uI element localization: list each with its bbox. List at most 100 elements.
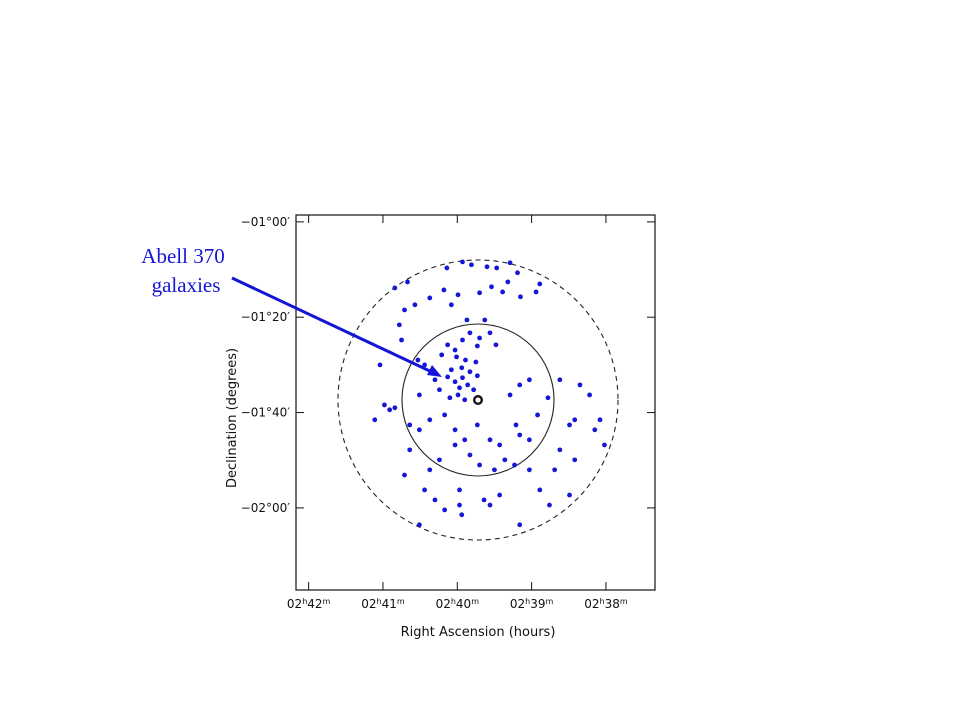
galaxy-point — [474, 422, 480, 428]
x-tick-label: 02h42m — [287, 597, 331, 611]
x-tick-label: 02h40m — [436, 597, 480, 611]
galaxy-point — [572, 417, 578, 423]
annotation-line: Abell 370 — [141, 244, 224, 268]
galaxy-point — [471, 387, 477, 393]
galaxy-point — [557, 377, 563, 383]
galaxy-point — [372, 417, 378, 423]
galaxy-point — [444, 265, 450, 271]
galaxy-point — [492, 467, 497, 473]
galaxy-point — [587, 392, 592, 398]
annotation-arrow — [231, 276, 435, 375]
arrow-head — [427, 365, 442, 377]
galaxy-point — [407, 422, 413, 428]
galaxy-point — [452, 379, 458, 385]
galaxy-point — [507, 392, 513, 398]
galaxy-point — [452, 347, 458, 353]
galaxy-point — [545, 395, 551, 401]
galaxy-point — [457, 502, 462, 508]
galaxy-point — [577, 382, 583, 388]
galaxy-point — [502, 457, 508, 463]
galaxy-point — [462, 397, 468, 403]
y-tick-label: −01°00′ — [241, 215, 291, 229]
galaxy-point — [467, 452, 473, 458]
galaxy-point — [487, 502, 493, 508]
x-tick-label: 02h38m — [584, 597, 628, 611]
galaxy-point — [382, 402, 387, 408]
y-axis-label: Declination (degrees) — [225, 348, 240, 488]
x-tick-label: 02h39m — [510, 597, 554, 611]
galaxy-point — [602, 442, 607, 448]
galaxy-point — [473, 359, 479, 365]
galaxy-point — [494, 265, 500, 271]
galaxy-point — [460, 337, 465, 343]
galaxy-point — [447, 395, 453, 401]
galaxy-point — [513, 422, 519, 428]
galaxy-point — [537, 487, 543, 493]
galaxy-point — [515, 270, 520, 276]
galaxy-point — [467, 330, 473, 336]
galaxy-point — [437, 457, 442, 463]
galaxy-point — [455, 392, 461, 398]
galaxy-point — [448, 302, 454, 308]
y-tick-label: −01°20′ — [241, 310, 291, 324]
galaxy-point — [445, 342, 451, 348]
galaxy-point — [459, 512, 465, 518]
galaxy-point — [452, 427, 458, 433]
galaxy-point — [415, 357, 421, 363]
galaxy-point — [441, 287, 447, 293]
galaxy-point — [497, 442, 503, 448]
galaxy-point — [474, 343, 480, 349]
galaxy-point — [442, 507, 448, 513]
galaxy-point — [407, 447, 413, 453]
galaxy-point — [477, 335, 482, 341]
galaxy-point — [455, 292, 461, 298]
galaxy-point — [489, 284, 494, 290]
galaxy-point — [487, 437, 493, 443]
galaxy-point — [477, 462, 482, 468]
inner-radius-circle — [401, 323, 555, 477]
galaxy-point — [460, 375, 465, 381]
galaxy-point — [452, 442, 458, 448]
y-tick-label: −01°40′ — [241, 406, 291, 420]
galaxy-point — [454, 354, 459, 360]
galaxy-point — [477, 290, 482, 296]
galaxy-point — [416, 522, 422, 528]
galaxy-point — [445, 374, 451, 380]
outer-radius-circle — [337, 259, 619, 541]
galaxy-point — [465, 382, 471, 388]
galaxy-point — [457, 385, 462, 391]
galaxy-point — [526, 467, 532, 473]
galaxy-point — [469, 262, 474, 268]
galaxy-point — [463, 357, 468, 363]
galaxy-point — [512, 462, 517, 468]
galaxy-point — [462, 437, 468, 443]
annotation-line: galaxies — [152, 273, 221, 297]
galaxy-point — [416, 392, 422, 398]
galaxy-point — [592, 427, 598, 433]
galaxy-point — [422, 362, 427, 368]
galaxy-point — [497, 492, 503, 498]
galaxy-point — [448, 367, 454, 373]
galaxy-point — [459, 365, 465, 371]
galaxy-point — [392, 405, 398, 411]
galaxy-point — [487, 330, 493, 336]
galaxy-point — [387, 407, 393, 413]
galaxy-point — [507, 260, 513, 266]
cluster-center — [473, 395, 484, 406]
galaxy-point — [547, 502, 552, 508]
galaxy-point — [505, 279, 511, 285]
galaxy-point — [533, 289, 539, 295]
galaxy-point — [481, 497, 487, 503]
galaxy-point — [484, 264, 490, 270]
galaxy-point — [412, 302, 418, 308]
galaxy-point — [427, 467, 433, 473]
galaxy-point — [517, 382, 523, 388]
galaxy-point — [405, 279, 410, 285]
galaxy-point — [467, 369, 473, 375]
galaxy-point — [567, 492, 572, 498]
galaxy-point — [517, 522, 523, 528]
galaxy-point — [500, 289, 506, 295]
galaxy-point — [535, 412, 540, 418]
